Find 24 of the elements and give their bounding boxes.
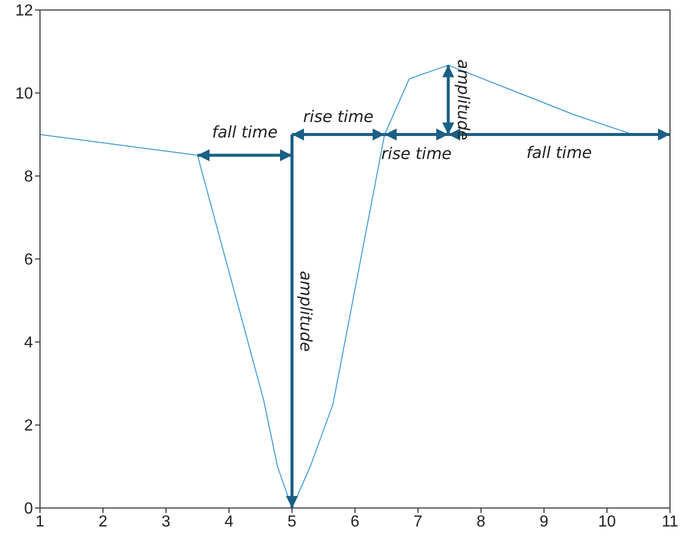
x-tick-label: 11 (662, 513, 678, 530)
annotation: rise time (381, 144, 452, 163)
annotation: fall time (526, 142, 592, 162)
x-tick-label: 2 (98, 513, 108, 530)
x-tick-label: 10 (598, 513, 616, 530)
x-tick-label: 6 (350, 513, 360, 530)
x-tick-label: 9 (540, 513, 549, 530)
x-tick-label: 1 (36, 513, 45, 530)
y-tick-label: 0 (24, 500, 34, 518)
y-tick-label: 6 (24, 252, 34, 269)
y-tick-label: 2 (24, 418, 34, 435)
y-tick-label: 10 (15, 86, 34, 103)
x-tick-label: 3 (162, 513, 171, 530)
x-tick-label: 5 (288, 513, 297, 530)
y-tick-label: 8 (24, 168, 34, 186)
x-tick-label: 8 (476, 513, 486, 530)
x-tick-label: 7 (414, 513, 423, 530)
y-tick-label: 12 (15, 2, 34, 20)
annotation: amplitude (296, 270, 316, 352)
annotation: fall time (212, 122, 278, 142)
annotation: amplitude (454, 59, 473, 140)
x-tick-label: 4 (224, 513, 234, 530)
annotation: rise time (303, 106, 374, 126)
y-tick-label: 4 (24, 334, 34, 352)
